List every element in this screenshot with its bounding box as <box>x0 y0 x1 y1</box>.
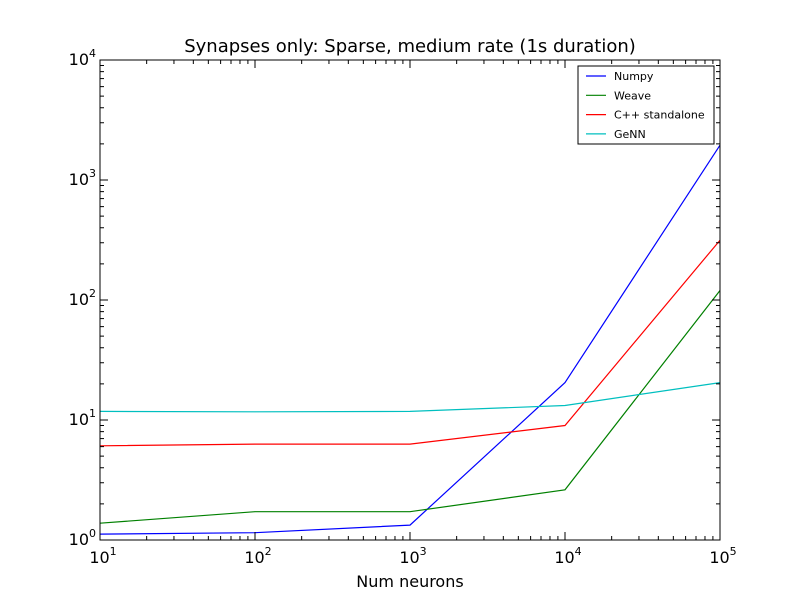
series-line-weave <box>99 290 721 524</box>
y-tick-label: 101 <box>69 407 96 429</box>
series-line-genn <box>99 382 721 413</box>
legend-box <box>577 65 715 145</box>
chart-title: Synapses only: Sparse, medium rate (1s d… <box>184 36 636 57</box>
x-tick-label: 103 <box>399 545 426 567</box>
x-tick-label: 101 <box>89 545 116 567</box>
x-tick-label: 102 <box>244 545 271 567</box>
plot-lines <box>99 144 721 535</box>
legend: Numpy Weave C++ standalone GeNN <box>577 65 715 145</box>
y-tick-label: 100 <box>69 527 96 549</box>
y-tick-label: 103 <box>69 167 96 189</box>
series-line-c-standalone <box>99 239 721 447</box>
y-tick-label: 102 <box>69 287 96 309</box>
series-line-numpy <box>99 144 721 535</box>
legend-label: Weave <box>614 89 651 102</box>
y-tick-label: 104 <box>69 47 96 69</box>
legend-label: GeNN <box>614 128 646 141</box>
legend-label: C++ standalone <box>614 109 705 122</box>
x-tick-label: 104 <box>554 545 581 567</box>
legend-label: Numpy <box>614 70 654 83</box>
x-tick-label: 105 <box>709 545 736 567</box>
x-axis-label: Num neurons <box>356 572 463 591</box>
